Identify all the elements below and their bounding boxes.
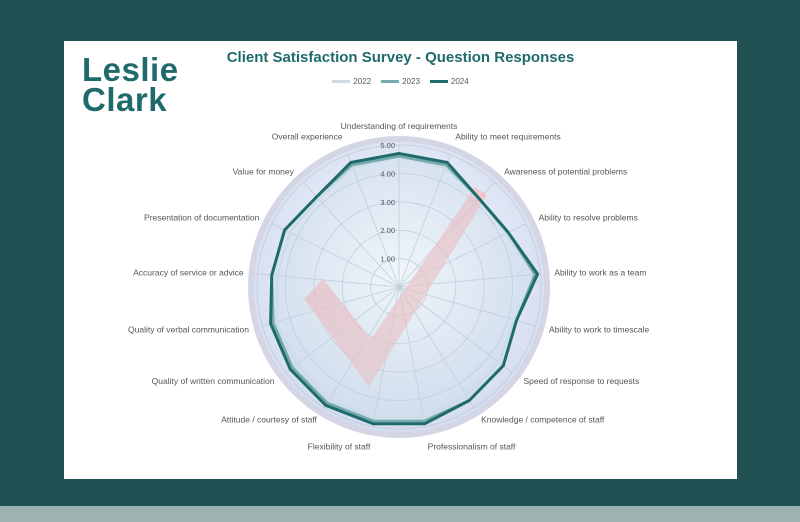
check-mark-decoration: [304, 187, 487, 387]
axis-label: Quality of verbal communication: [128, 325, 249, 335]
logo-line-2: Clark: [82, 81, 168, 118]
chart-title: Client Satisfaction Survey - Question Re…: [226, 49, 575, 66]
grid-spoke: [257, 273, 400, 288]
legend-label-2022: 2022: [353, 77, 372, 86]
legend-swatch-2023: [381, 80, 400, 83]
axis-label: Knowledge / competence of staff: [481, 415, 605, 425]
axis-label: Understanding of requirements: [341, 121, 458, 131]
chart-legend: 2022 2023 2024: [64, 77, 737, 86]
axis-label: Ability to resolve problems: [539, 212, 638, 222]
axis-label: Ability to meet requirements: [455, 132, 560, 142]
grid-spoke: [271, 223, 400, 288]
legend-item-2022: 2022: [332, 77, 371, 86]
legend-item-2024: 2024: [429, 77, 469, 86]
grid-spoke: [347, 154, 400, 288]
bottom-band: [0, 506, 800, 522]
legend-swatch-2022: [332, 80, 351, 83]
grid-spoke: [398, 154, 451, 288]
series-line-2022: [275, 155, 536, 420]
series-line-2024: [269, 152, 540, 426]
axis-label: Accuracy of service or advice: [133, 268, 244, 278]
tick-label: 4.00: [380, 169, 395, 178]
axis-label: Flexibility of staff: [308, 441, 371, 451]
axis-label: Awareness of potential problems: [504, 167, 627, 177]
tick-label: 3.00: [380, 198, 395, 207]
axis-label: Presentation of documentation: [144, 212, 260, 222]
leslie-clark-logo: Leslie Clark: [82, 51, 179, 118]
series-fill-2024: [270, 153, 538, 424]
legend-swatch-2024: [429, 80, 448, 83]
chart-card: Leslie Clark Client Satisfaction Survey …: [64, 41, 737, 479]
axis-label: Speed of response to requests: [523, 376, 639, 386]
tick-label: 2.00: [380, 226, 395, 235]
logo-line-1: Leslie: [82, 51, 179, 88]
axis-label: Ability to work to timescale: [549, 325, 649, 335]
legend-label-2023: 2023: [402, 77, 420, 86]
radar-chart: 1.00 2.00 3.00 4.00 5.00 Understanding of re…: [128, 121, 649, 451]
legend-item-2023: 2023: [381, 77, 420, 86]
legend-label-2024: 2024: [450, 77, 469, 86]
axis-label: Value for money: [233, 167, 295, 177]
axis-label: Overall experience: [272, 132, 343, 142]
axis-label: Professionalism of staff: [428, 441, 516, 451]
axis-label: Attitude / courtesy of staff: [221, 415, 317, 425]
tick-label: 5.00: [380, 141, 395, 150]
axis-label: Ability to work as a team: [554, 268, 646, 278]
axis-label: Quality of written communication: [152, 376, 275, 386]
tick-label: 1.00: [380, 255, 395, 264]
